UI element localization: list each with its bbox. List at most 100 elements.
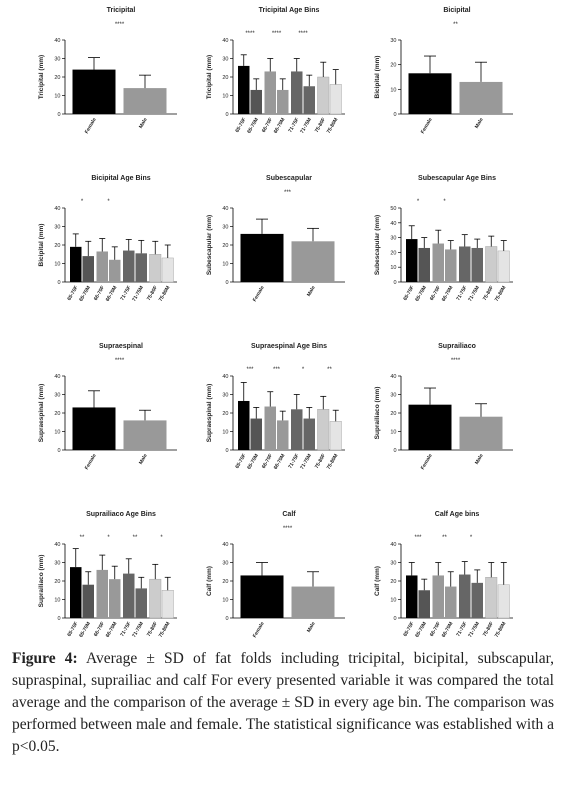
significance-marker: *	[470, 535, 473, 541]
x-tick-label: 71-75M	[131, 621, 145, 639]
bar	[459, 416, 503, 450]
significance-marker: ***	[414, 535, 422, 541]
chart-panel: Bicipital Bicipital (mm) 0 10 20 30 Female Male…	[374, 7, 513, 135]
x-tick-label: 75-80M	[494, 621, 508, 639]
bar	[329, 421, 342, 451]
chart-title: Subescapular Age Bins	[418, 175, 496, 182]
chart-panel: Suprailiaco Suprailiaco (mm) 0 10 20 30 40 Fema…	[374, 343, 513, 471]
y-tick-label: 50	[390, 206, 396, 212]
chart-panel: Tricipital Tricipital (mm) 0 10 20 30 40 Female…	[38, 7, 177, 135]
bar	[291, 586, 335, 618]
bar	[72, 69, 116, 114]
bar	[317, 76, 330, 115]
bar	[238, 65, 250, 114]
y-axis-label: Suprailiaco (mm)	[374, 387, 381, 440]
chart-title: Supraespinal Age Bins	[251, 343, 327, 350]
bar	[161, 590, 174, 619]
y-tick-label: 10	[222, 262, 228, 268]
bar	[303, 418, 315, 450]
y-tick-label: 30	[390, 236, 396, 242]
bar	[497, 584, 510, 619]
significance-marker: *	[107, 199, 110, 205]
y-tick-label: 40	[222, 542, 228, 548]
chart-panel: Bicipital Age Bins Bicipital (mm) 0 10 20 30 4…	[38, 175, 177, 303]
y-tick-label: 20	[54, 579, 60, 585]
x-tick-label: 66-70M	[441, 621, 455, 639]
bar	[432, 243, 444, 282]
y-axis-label: Supraespinal (mm)	[206, 384, 213, 443]
y-tick-label: 20	[390, 579, 396, 585]
bar	[291, 241, 335, 282]
x-tick-label: 65-70M	[414, 285, 428, 303]
bar	[161, 257, 174, 283]
chart-panel: Calf Calf (mm) 0 10 20 30 40 Female Male ****	[206, 511, 345, 639]
significance-marker: ****	[298, 31, 308, 37]
chart-title: Supraespinal	[99, 343, 143, 350]
y-tick-label: 20	[390, 250, 396, 256]
x-tick-label: 75-80M	[326, 453, 340, 471]
significance-marker: **	[453, 22, 458, 28]
significance-marker: *	[417, 199, 420, 205]
bar	[277, 420, 289, 450]
x-tick-label: Female	[252, 621, 266, 639]
bar	[82, 256, 94, 282]
x-tick-label: 75-80M	[158, 285, 172, 303]
bar	[445, 586, 457, 618]
chart-panel: Supraespinal Age Bins Supraespinal (mm) 0 1…	[206, 343, 345, 471]
bar	[96, 569, 108, 618]
chart-title: Tricipital Age Bins	[259, 7, 320, 14]
significance-marker: ****	[115, 22, 125, 28]
chart-title: Bicipital Age Bins	[91, 175, 150, 182]
y-tick-label: 30	[222, 393, 228, 399]
x-tick-label: Female	[84, 117, 98, 135]
bar	[485, 577, 498, 619]
x-tick-label: 75-80M	[158, 621, 172, 639]
caption-text: Average ± SD of fat folds including tric…	[12, 650, 555, 755]
bar	[238, 400, 250, 450]
figure-panels: Tricipital Tricipital (mm) 0 10 20 30 40 Female…	[38, 7, 513, 639]
bar	[408, 404, 452, 450]
significance-marker: ****	[451, 358, 461, 364]
x-tick-label: Male	[306, 621, 317, 634]
y-axis-label: Suprailiaco (mm)	[38, 555, 45, 608]
y-tick-label: 30	[54, 225, 60, 231]
y-tick-label: 20	[54, 411, 60, 417]
chart-title: Calf Age bins	[435, 511, 480, 518]
x-tick-label: 75-80M	[494, 285, 508, 303]
y-tick-label: 40	[222, 206, 228, 212]
y-tick-label: 0	[393, 448, 396, 454]
y-tick-label: 30	[390, 561, 396, 567]
significance-marker: **	[80, 535, 85, 541]
significance-marker: *	[81, 199, 84, 205]
y-tick-label: 0	[393, 616, 396, 622]
y-axis-label: Tricipital (mm)	[206, 55, 213, 99]
bar	[240, 233, 284, 282]
x-tick-label: 66-70M	[105, 285, 119, 303]
chart-title: Bicipital	[443, 7, 470, 14]
x-tick-label: Female	[420, 117, 434, 135]
chart-title: Subescapular	[266, 175, 312, 182]
y-tick-label: 30	[222, 57, 228, 63]
y-tick-label: 20	[222, 243, 228, 249]
y-tick-label: 10	[390, 430, 396, 436]
bar	[82, 584, 94, 618]
bar	[406, 575, 418, 618]
significance-marker: *	[160, 535, 163, 541]
y-axis-label: Tricipital (mm)	[38, 55, 45, 99]
chart-panel: Tricipital Age Bins Tricipital (mm) 0 10 20 3…	[206, 7, 345, 135]
y-tick-label: 40	[390, 542, 396, 548]
x-tick-label: Male	[306, 285, 317, 298]
y-axis-label: Subescapular (mm)	[374, 215, 381, 275]
bar	[149, 578, 162, 619]
bar	[485, 246, 498, 283]
bar	[277, 89, 289, 114]
y-axis-label: Calf (mm)	[206, 566, 213, 596]
y-tick-label: 10	[222, 94, 228, 100]
significance-marker: ****	[283, 526, 293, 532]
y-tick-label: 0	[57, 280, 60, 286]
x-tick-label: 71-75M	[299, 117, 313, 135]
y-tick-label: 0	[225, 448, 228, 454]
x-tick-label: 66-70M	[105, 621, 119, 639]
x-tick-label: Female	[420, 453, 434, 471]
y-tick-label: 10	[390, 598, 396, 604]
